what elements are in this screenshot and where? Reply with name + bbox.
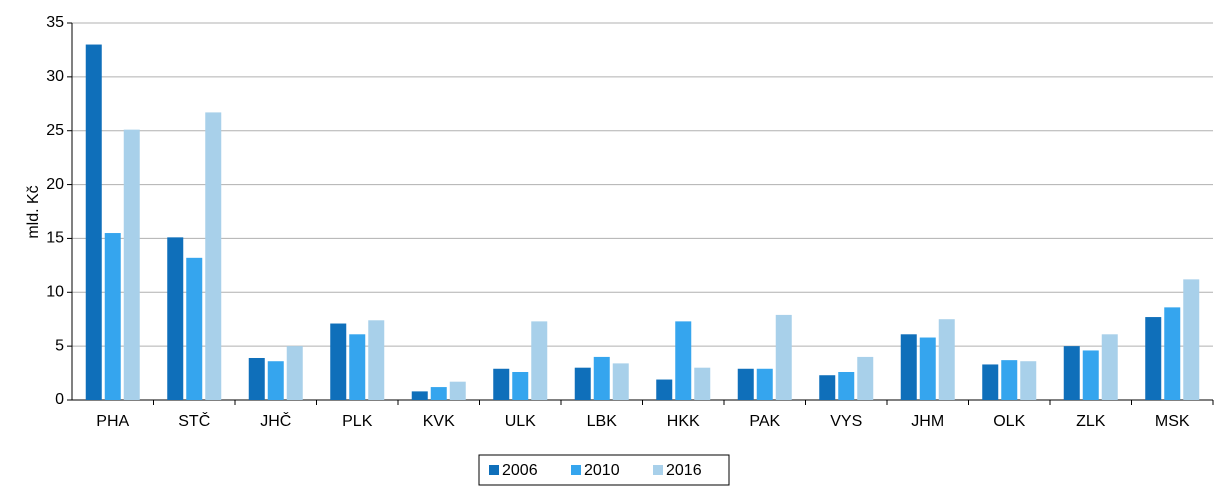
bar <box>449 381 466 400</box>
bar <box>756 368 773 400</box>
bar <box>493 368 510 400</box>
bar <box>411 391 428 400</box>
bar <box>1020 361 1037 400</box>
bar <box>574 367 591 400</box>
bar <box>104 233 121 400</box>
x-tick-label: STČ <box>178 411 210 430</box>
bar <box>1063 346 1080 400</box>
legend-swatch <box>571 465 581 475</box>
y-tick-label: 5 <box>55 337 64 354</box>
bar <box>286 346 303 400</box>
bar <box>675 321 692 400</box>
bar <box>512 371 529 400</box>
bar <box>982 364 999 400</box>
x-tick-label: ZLK <box>1076 413 1106 430</box>
x-tick-label: MSK <box>1155 413 1190 430</box>
y-tick-label: 20 <box>46 176 64 193</box>
bar <box>775 314 792 400</box>
bar <box>612 363 629 400</box>
bar <box>205 112 222 400</box>
bar <box>694 367 711 400</box>
x-tick-label: LBK <box>587 413 618 430</box>
bar <box>857 356 874 400</box>
bar <box>267 361 284 400</box>
x-tick-label: HKK <box>667 413 700 430</box>
bar <box>737 368 754 400</box>
legend-swatch <box>489 465 499 475</box>
x-tick-label: JHČ <box>260 411 291 430</box>
legend-label: 2006 <box>502 462 538 479</box>
bar <box>167 237 184 400</box>
y-tick-label: 10 <box>46 284 64 301</box>
bar <box>248 357 265 400</box>
legend-box <box>478 454 730 486</box>
bar <box>531 321 548 400</box>
bar <box>1145 317 1162 400</box>
legend-label: 2010 <box>584 462 620 479</box>
y-tick-label: 30 <box>46 68 64 85</box>
bar <box>186 257 203 400</box>
bar <box>85 44 102 401</box>
bar <box>430 387 447 400</box>
y-tick-label: 0 <box>55 391 64 408</box>
bar <box>656 379 673 400</box>
legend-label: 2016 <box>666 462 702 479</box>
legend-swatch <box>653 465 663 475</box>
bar <box>1082 350 1099 400</box>
y-tick-label: 25 <box>46 122 64 139</box>
x-tick-label: OLK <box>993 413 1025 430</box>
bar <box>1101 334 1118 400</box>
bar <box>838 371 855 400</box>
x-tick-label: VYS <box>830 413 862 430</box>
bar <box>1001 360 1018 400</box>
x-tick-label: KVK <box>423 413 455 430</box>
x-tick-label: ULK <box>505 413 536 430</box>
bar <box>938 319 955 400</box>
bar <box>368 320 385 400</box>
y-tick-label: 15 <box>46 230 64 247</box>
x-tick-label: JHM <box>911 413 944 430</box>
y-tick-label: 35 <box>46 14 64 31</box>
bar <box>919 337 936 400</box>
bar <box>819 375 836 400</box>
bar <box>349 334 366 400</box>
x-tick-label: PLK <box>342 413 373 430</box>
bar <box>330 323 347 400</box>
bar <box>593 356 610 400</box>
bar <box>1183 279 1200 400</box>
bar <box>1164 307 1181 400</box>
bar <box>123 129 140 400</box>
x-tick-label: PAK <box>749 413 780 430</box>
x-tick-label: PHA <box>96 413 129 430</box>
y-axis-label: mld. Kč <box>25 185 42 238</box>
bar <box>900 334 917 400</box>
